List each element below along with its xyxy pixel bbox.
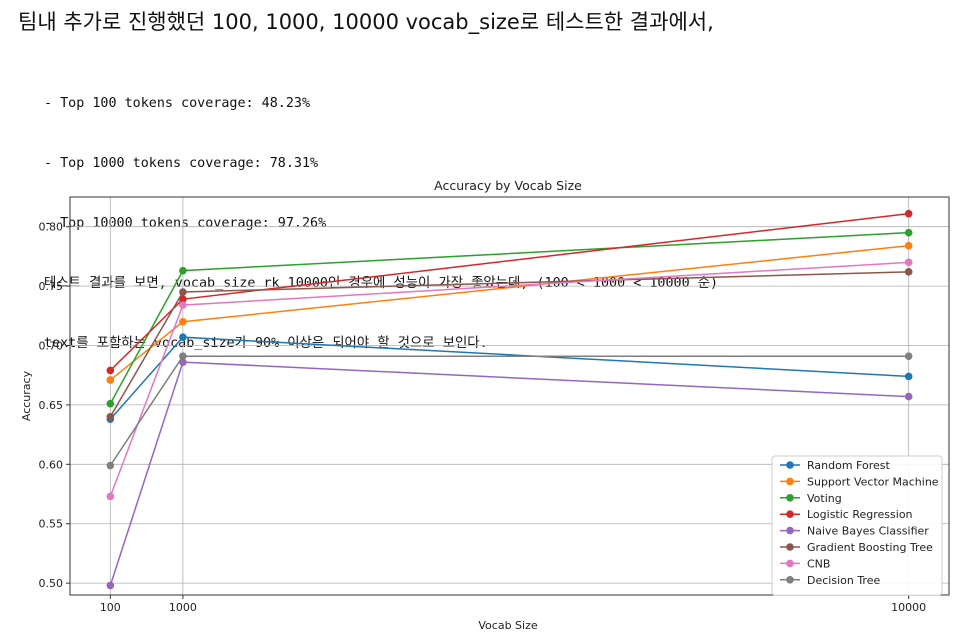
axis-ticks: 100 1000 10000 0.50 0.55 0.60 0.65 0.70 0.75 0.80 (39, 221, 927, 614)
data-point (106, 376, 115, 384)
data-point (904, 268, 913, 276)
coverage-notes: - Top 100 tokens coverage: 48.23% - Top … (44, 54, 718, 374)
data-point (106, 399, 115, 408)
legend-label: Voting (807, 492, 842, 505)
x-tick-label: 100 (100, 601, 121, 614)
legend-box (771, 455, 943, 596)
y-tick-label: 0.80 (39, 221, 64, 234)
data-point (106, 461, 115, 470)
legend-label: Random Forest (807, 459, 890, 472)
x-tick-label: 1000 (169, 601, 197, 614)
legend-swatch-marker (786, 559, 794, 568)
chart-legend: Random Forest Support Vector Machine Votin… (771, 455, 943, 596)
data-point (179, 333, 187, 341)
note-line: - Top 100 tokens coverage: 48.23% (44, 96, 311, 111)
data-point (179, 317, 187, 326)
y-tick-label: 0.55 (39, 518, 64, 531)
x-tick-label: 10000 (891, 601, 926, 614)
legend-swatch-marker (786, 477, 794, 486)
y-tick-label: 0.60 (39, 458, 64, 471)
data-point (904, 392, 913, 401)
legend-label: CNB (807, 557, 830, 570)
data-point (179, 288, 187, 296)
data-point (179, 295, 187, 303)
data-point (904, 258, 913, 267)
y-axis-label: Accuracy (20, 370, 33, 421)
data-point (106, 581, 115, 590)
y-tick-label: 0.70 (39, 340, 64, 353)
legend-swatch-marker (786, 510, 794, 518)
page-heading: 팀내 추가로 진행했던 100, 1000, 10000 vocab_size로… (18, 10, 714, 34)
series-line (109, 355, 909, 466)
data-point (904, 228, 913, 237)
y-tick-label: 0.50 (39, 577, 64, 590)
data-point (904, 372, 913, 381)
series-line (109, 244, 909, 381)
note-line: - Top 1000 tokens coverage: 78.31% (44, 156, 319, 171)
data-point (904, 209, 913, 218)
legend-label: Logistic Regression (807, 508, 913, 521)
series-line (109, 212, 909, 371)
y-tick-label: 0.75 (39, 280, 64, 293)
note-line: - Top 10000 tokens coverage: 97.26% (44, 216, 327, 231)
data-point (106, 366, 115, 375)
plot-frame (69, 196, 950, 596)
x-axis-label: Vocab Size (478, 619, 537, 632)
data-point (179, 352, 187, 361)
legend-swatch-marker (786, 461, 794, 469)
legend-swatch-marker (786, 494, 794, 502)
data-point (904, 352, 913, 361)
legend-swatch-marker (786, 543, 794, 551)
data-point (106, 412, 115, 421)
data-point (106, 492, 115, 501)
legend-label: Decision Tree (807, 574, 880, 587)
legend-label: Naive Bayes Classifier (807, 525, 929, 538)
y-tick-label: 0.65 (39, 399, 64, 412)
legend-label: Support Vector Machine (807, 475, 939, 488)
data-point (179, 301, 187, 309)
series-lines (106, 209, 913, 590)
legend-label: Gradient Boosting Tree (807, 541, 933, 554)
note-line: 테스트 결과를 보면, vocab_size rk 10000인 경우에 성능이… (44, 276, 719, 291)
chart-title: Accuracy by Vocab Size (434, 178, 582, 193)
data-point (904, 241, 913, 250)
legend-swatch-marker (786, 576, 794, 584)
data-point (179, 266, 187, 275)
legend-swatch-marker (786, 526, 794, 535)
